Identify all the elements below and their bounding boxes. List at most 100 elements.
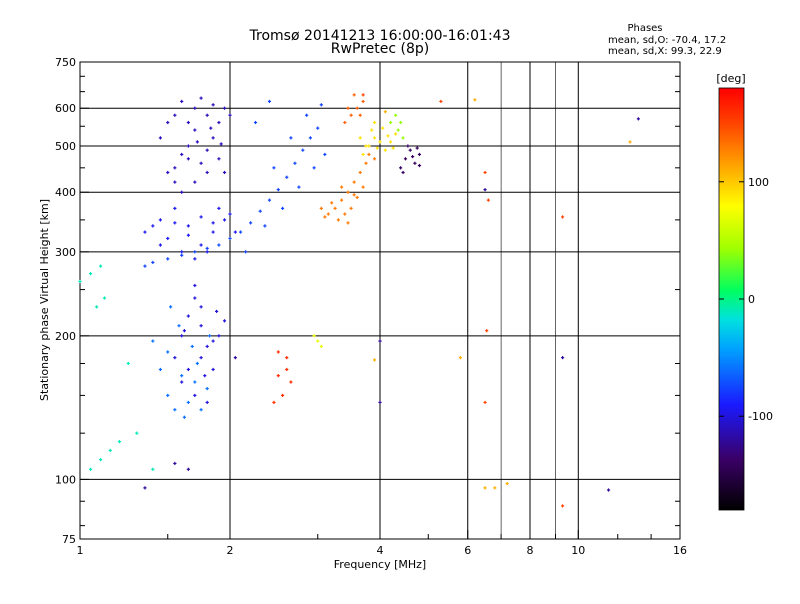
grid-layer: [80, 62, 680, 539]
data-point: [180, 250, 184, 254]
data-point: [372, 358, 377, 362]
data-point: [151, 339, 155, 343]
data-point: [182, 415, 186, 419]
data-point: [483, 486, 487, 490]
data-point: [193, 296, 197, 300]
data-point: [217, 334, 221, 338]
data-point: [199, 356, 203, 360]
data-point: [396, 128, 400, 132]
data-point: [217, 243, 221, 247]
data-point: [319, 344, 323, 349]
y-tick-label: 750: [55, 56, 76, 69]
data-point: [99, 264, 103, 268]
data-point: [560, 504, 565, 508]
colorbar-label: [deg]: [716, 72, 745, 85]
data-point: [346, 190, 350, 194]
data-point: [166, 350, 170, 354]
data-point: [143, 264, 147, 268]
data-point: [151, 224, 155, 228]
y-ticks: 75 100 200 300 400 500 600 750: [55, 56, 89, 546]
data-point: [186, 120, 190, 125]
y-axis-label: Stationary phase Virtual Height [km]: [38, 199, 51, 401]
data-point: [383, 148, 387, 152]
data-point: [199, 161, 203, 165]
data-point: [276, 374, 280, 378]
data-point: [182, 329, 186, 333]
data-point: [316, 339, 320, 343]
y-tick-label: 400: [55, 186, 76, 199]
data-point: [439, 99, 443, 104]
data-point: [215, 309, 219, 314]
x-tick-label: 8: [527, 544, 534, 557]
data-point: [180, 253, 184, 257]
data-point: [193, 257, 197, 261]
data-point: [276, 350, 280, 354]
data-point: [158, 136, 163, 140]
data-point: [143, 230, 147, 234]
data-point: [88, 272, 93, 276]
data-point: [276, 188, 280, 192]
data-point: [394, 132, 398, 136]
data-point: [186, 224, 190, 228]
data-point: [211, 103, 215, 107]
colorbar-tick-label: -100: [748, 410, 773, 423]
data-point: [417, 163, 422, 168]
data-point: [135, 431, 139, 435]
data-point: [413, 161, 417, 165]
data-point: [358, 136, 362, 140]
data-point: [186, 314, 190, 318]
phase-stats-o: mean, sd,O: -70.4, 17.2: [608, 35, 726, 46]
data-point: [312, 334, 316, 338]
data-point: [386, 134, 390, 138]
data-point: [238, 230, 243, 234]
data-point: [367, 152, 371, 157]
data-point: [228, 113, 232, 117]
data-point: [293, 161, 297, 165]
data-point: [361, 152, 365, 157]
data-point: [249, 221, 253, 225]
data-point: [228, 236, 232, 241]
data-point: [193, 128, 197, 132]
data-point: [364, 144, 368, 148]
data-point: [493, 486, 497, 490]
data-point: [228, 212, 232, 216]
data-point: [378, 400, 382, 405]
data-point: [211, 339, 215, 343]
data-point: [375, 146, 379, 150]
data-point: [173, 461, 177, 466]
y-tick-label: 75: [62, 533, 76, 546]
data-point: [473, 98, 477, 102]
data-point: [190, 344, 194, 349]
data-point: [415, 146, 419, 150]
data-point: [205, 344, 209, 349]
data-point: [253, 120, 258, 125]
data-point: [166, 257, 170, 261]
data-point: [166, 170, 170, 175]
data-point: [186, 144, 190, 148]
data-point: [233, 356, 237, 360]
data-point: [193, 106, 197, 110]
data-point: [173, 113, 177, 117]
data-point: [401, 170, 405, 175]
data-point: [211, 136, 215, 140]
data-point: [403, 157, 408, 161]
data-point: [217, 157, 221, 161]
data-point: [343, 120, 347, 125]
data-point: [355, 195, 359, 200]
x-tick-label: 4: [377, 544, 384, 557]
data-point: [346, 221, 350, 225]
data-point: [312, 166, 316, 170]
data-point: [352, 93, 356, 97]
data-point: [186, 367, 190, 372]
data-point: [88, 467, 93, 471]
x-tick-label: 6: [464, 544, 471, 557]
data-point: [372, 157, 377, 161]
x-ticks: 1 2 4 6 8 10 16: [77, 530, 687, 557]
data-point: [193, 283, 197, 288]
chart-subtitle: RwPretec (8p): [331, 41, 429, 57]
data-point: [399, 120, 403, 125]
data-point: [195, 140, 199, 144]
data-point: [95, 305, 99, 309]
data-point: [388, 120, 393, 125]
